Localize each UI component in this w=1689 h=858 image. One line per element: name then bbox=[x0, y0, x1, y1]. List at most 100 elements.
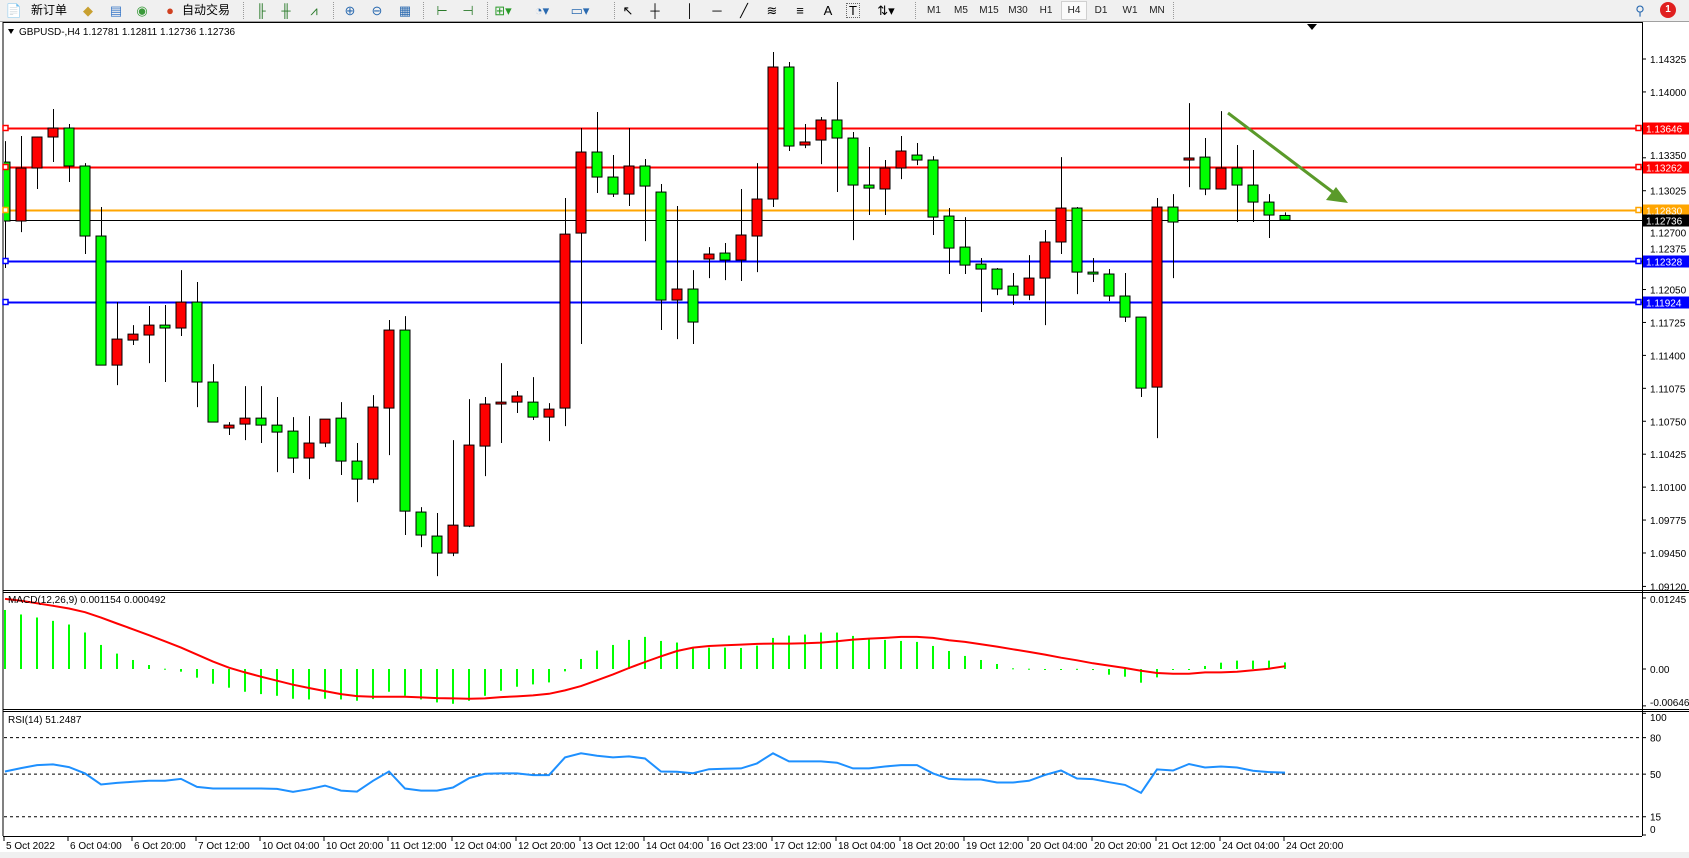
fibonacci-retracement-icon[interactable]: ≡ bbox=[796, 3, 804, 18]
macd-histogram-bar bbox=[20, 614, 22, 669]
level-anchor-handle bbox=[1635, 124, 1642, 132]
candle bbox=[47, 109, 59, 163]
candle-body bbox=[703, 253, 715, 260]
candle-body bbox=[1231, 167, 1243, 186]
cursor-icon[interactable]: ↖ bbox=[622, 3, 634, 18]
candle bbox=[207, 364, 219, 423]
time-tick-label: 6 Oct 20:00 bbox=[134, 841, 186, 852]
chart-shift-marker-icon[interactable] bbox=[1307, 24, 1317, 30]
macd-histogram-bar bbox=[548, 669, 550, 683]
time-tick-label: 21 Oct 12:00 bbox=[1158, 841, 1216, 852]
macd-histogram-bar bbox=[436, 669, 438, 703]
status-strip bbox=[0, 852, 1689, 858]
metaquotes-language-icon[interactable]: ◆ bbox=[83, 3, 93, 18]
line-chart-icon[interactable]: ⩘ bbox=[310, 3, 318, 18]
candle bbox=[959, 217, 971, 275]
macd-histogram-bar bbox=[676, 642, 678, 669]
signals-icon[interactable]: ◉ bbox=[136, 3, 148, 18]
candle bbox=[1215, 111, 1227, 190]
new-order-icon[interactable]: 📄 bbox=[5, 3, 23, 18]
level-price-tag-label: 1.13646 bbox=[1646, 125, 1683, 136]
candle bbox=[255, 386, 267, 444]
auto-trading-icon[interactable]: ● bbox=[166, 3, 174, 18]
text-label-icon[interactable]: T bbox=[846, 3, 860, 18]
search-icon[interactable]: ⚲ bbox=[1635, 3, 1645, 18]
timeframe-d1[interactable]: D1 bbox=[1094, 5, 1108, 16]
new-order-button[interactable]: 新订单 bbox=[31, 3, 68, 17]
candle-body bbox=[1103, 273, 1115, 297]
price-tick-label: 1.14000 bbox=[1650, 88, 1687, 99]
chart-shift-icon[interactable]: ⊣ bbox=[462, 3, 474, 18]
zoom-in-icon[interactable]: ⊕ bbox=[344, 3, 356, 18]
timeframe-m15[interactable]: M15 bbox=[979, 5, 999, 16]
candle bbox=[751, 163, 763, 273]
macd-histogram-bar bbox=[1188, 669, 1190, 670]
macd-histogram-bar bbox=[900, 640, 902, 669]
macd-histogram-bar bbox=[340, 669, 342, 700]
macd-histogram-bar bbox=[868, 638, 870, 669]
arrows-icon[interactable]: ⇅▾ bbox=[877, 3, 895, 18]
candle bbox=[671, 206, 683, 340]
timeframe-w1[interactable]: W1 bbox=[1122, 5, 1138, 16]
candle-body bbox=[895, 150, 907, 169]
timeframe-h4[interactable]: H4 bbox=[1061, 1, 1087, 20]
macd-histogram-bar bbox=[404, 669, 406, 696]
candle-body bbox=[751, 198, 763, 237]
candle bbox=[175, 270, 187, 337]
auto-trading-button[interactable]: 自动交易 bbox=[182, 3, 231, 17]
timeframe-m1[interactable]: M1 bbox=[927, 5, 941, 16]
trend-arrow[interactable] bbox=[1227, 111, 1348, 203]
candle bbox=[1039, 230, 1051, 326]
time-tick-label: 19 Oct 12:00 bbox=[966, 841, 1024, 852]
macd-histogram-bar bbox=[1092, 669, 1094, 671]
macd-histogram-bar bbox=[740, 647, 742, 669]
current-price-tag-label: 1.12736 bbox=[1646, 217, 1683, 228]
periods-icon[interactable]: ◔▾ bbox=[534, 3, 550, 18]
candle bbox=[591, 111, 603, 194]
candle bbox=[1103, 269, 1115, 302]
toolbar: 📄 新订单 ◆ ▤ ◉ ● 自动交易 ╟ ╫ ⩘ ⊕ ⊖ ▦ ⊢ ⊣ ⊞▾ ◔▾… bbox=[0, 0, 1689, 22]
candle bbox=[863, 147, 875, 216]
zoom-out-icon[interactable]: ⊖ bbox=[371, 3, 383, 18]
candle-body bbox=[719, 252, 731, 261]
tile-windows-icon[interactable]: ▦ bbox=[398, 3, 412, 18]
text-icon[interactable]: A bbox=[823, 3, 833, 18]
candle-body bbox=[287, 430, 299, 459]
timeframe-mn[interactable]: MN bbox=[1149, 5, 1165, 16]
timeframe-h1[interactable]: H1 bbox=[1039, 5, 1053, 16]
vertical-line-icon[interactable]: │ bbox=[685, 3, 695, 18]
arrow-shaft[interactable] bbox=[1227, 111, 1339, 198]
level-anchor-handle bbox=[2, 163, 9, 171]
macd-signal-line bbox=[4, 597, 1286, 700]
chart-menu-triangle-icon[interactable] bbox=[8, 29, 14, 34]
crosshair-icon[interactable]: ┼ bbox=[650, 3, 660, 18]
level-anchor-handle bbox=[1635, 257, 1642, 265]
rsi-label: RSI(14) 51.2487 bbox=[8, 715, 82, 726]
horizontal-line-icon[interactable]: ─ bbox=[712, 3, 722, 18]
macd-histogram-bar bbox=[100, 644, 102, 669]
trendline-icon[interactable]: ╱ bbox=[740, 3, 748, 18]
time-axis: 5 Oct 2022 6 Oct 04:00 6 Oct 20:00 7 Oct 12… bbox=[3, 836, 1344, 852]
fibonacci-fan-icon[interactable]: ≋ bbox=[766, 3, 778, 18]
candle bbox=[639, 159, 651, 242]
indicators-icon[interactable]: ⊞▾ bbox=[494, 3, 512, 18]
rsi-tick-label: 0 bbox=[1650, 825, 1656, 836]
level-price-tag-label: 1.12830 bbox=[1646, 207, 1683, 218]
candle-body bbox=[191, 301, 203, 383]
candlestick-icon[interactable]: ╫ bbox=[281, 3, 291, 18]
timeframe-m5[interactable]: M5 bbox=[954, 5, 968, 16]
candle-body bbox=[399, 329, 411, 512]
level-price-tag bbox=[1643, 296, 1689, 309]
candle bbox=[943, 208, 955, 275]
timeframe-m30[interactable]: M30 bbox=[1008, 5, 1028, 16]
candle-body bbox=[991, 268, 1003, 290]
market-watch-icon[interactable]: ▤ bbox=[109, 3, 123, 18]
templates-icon[interactable]: ▭▾ bbox=[570, 3, 590, 18]
notifications-icon[interactable]: 1 bbox=[1660, 2, 1676, 18]
auto-scroll-icon[interactable]: ⊢ bbox=[436, 3, 448, 18]
candle-body bbox=[383, 329, 395, 409]
bar-chart-icon[interactable]: ╟ bbox=[256, 3, 266, 18]
macd-histogram-bar bbox=[132, 659, 134, 669]
candle bbox=[479, 397, 491, 477]
